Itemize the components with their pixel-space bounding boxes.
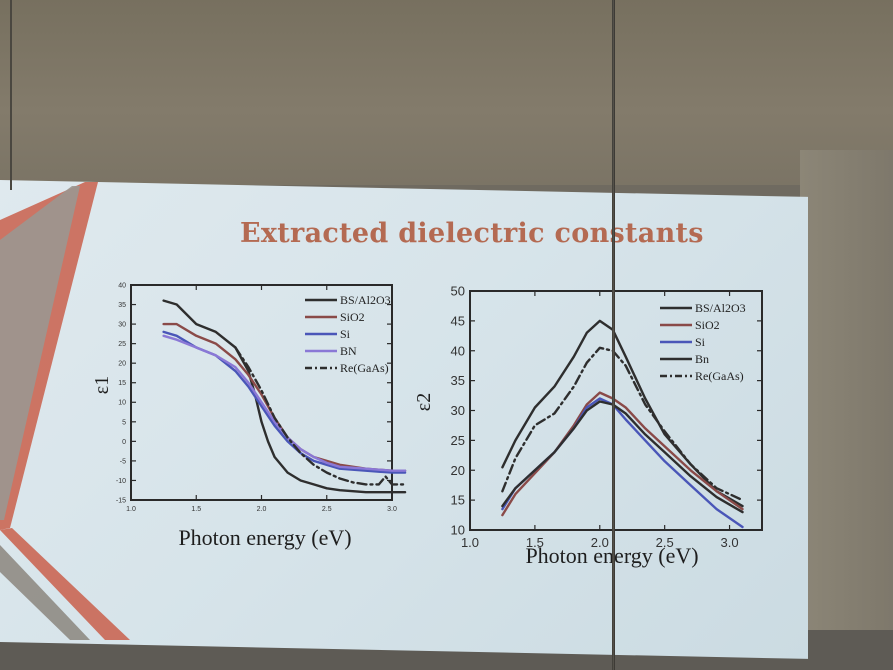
slide-title: Extracted dielectric constants bbox=[240, 218, 704, 249]
series-line-bn bbox=[501, 400, 744, 514]
x-tick-label: 3.0 bbox=[387, 506, 397, 513]
legend-label: Re(GaAs) bbox=[340, 361, 389, 375]
foreground-pole bbox=[612, 0, 615, 670]
y-tick-label: 30 bbox=[451, 403, 465, 418]
y-tick-label: -5 bbox=[120, 458, 126, 465]
legend-label: BS/Al2O3 bbox=[340, 293, 391, 307]
series-line-re-gaas- bbox=[501, 346, 744, 502]
legend-label: BN bbox=[340, 344, 357, 358]
y-tick-label: 20 bbox=[451, 463, 465, 478]
wall-right bbox=[800, 150, 893, 670]
y-axis-label: ε2 bbox=[413, 393, 435, 411]
legend: BS/Al2O3 SiO2 Si Bn Re(GaAs) bbox=[660, 301, 746, 383]
x-tick-label: 1.5 bbox=[526, 535, 544, 550]
series-line-bn bbox=[162, 334, 407, 472]
x-tick-label: 1.5 bbox=[191, 506, 201, 513]
x-axis-label: Photon energy (eV) bbox=[178, 525, 351, 550]
y-tick-label: 40 bbox=[118, 282, 126, 289]
series-line-si bbox=[501, 397, 744, 529]
x-tick-label: 2.5 bbox=[656, 535, 674, 550]
y-tick-label: 15 bbox=[451, 493, 465, 508]
y-tick-label: 5 bbox=[122, 419, 126, 426]
y-tick-label: 10 bbox=[118, 400, 126, 407]
y-axis-label: ε1 bbox=[91, 376, 113, 394]
y-tick-label: 35 bbox=[451, 373, 465, 388]
y-tick-label: 30 bbox=[118, 322, 126, 329]
legend-label: SiO2 bbox=[340, 310, 365, 324]
chart-1: -15 -10 -5 0 5 10 15 20 25 30 35 40 1.0 1.5 2.0 2.5 3.0 B… bbox=[91, 282, 407, 550]
series-line-sio2 bbox=[501, 391, 744, 517]
legend-label: SiO2 bbox=[695, 318, 720, 332]
y-tick-label: 25 bbox=[118, 341, 126, 348]
x-tick-label: 2.0 bbox=[257, 506, 267, 513]
y-tick-label: 25 bbox=[451, 433, 465, 448]
y-tick-label: 35 bbox=[118, 302, 126, 309]
y-tick-label: 0 bbox=[122, 439, 126, 446]
legend: BS/Al2O3 SiO2 Si BN Re(GaAs) bbox=[305, 293, 391, 375]
series-line-bs-al2o3 bbox=[501, 319, 744, 508]
y-tick-label: 40 bbox=[451, 343, 465, 358]
legend-label: Si bbox=[695, 335, 706, 349]
y-tick-label: 10 bbox=[451, 523, 465, 538]
series-line-bs-al2o3 bbox=[162, 299, 407, 494]
series-line-si bbox=[162, 330, 407, 474]
legend-label: Re(GaAs) bbox=[695, 369, 744, 383]
x-tick-label: 3.0 bbox=[721, 535, 739, 550]
y-tick-label: 50 bbox=[451, 284, 465, 299]
y-tick-label: 15 bbox=[118, 380, 126, 387]
x-tick-label: 1.0 bbox=[126, 506, 136, 513]
series-line-re-gaas- bbox=[234, 346, 407, 486]
y-tick-label: -10 bbox=[116, 478, 126, 485]
y-tick-label: 45 bbox=[451, 313, 465, 328]
y-tick-label: -15 bbox=[116, 497, 126, 504]
legend-label: Bn bbox=[695, 352, 709, 366]
series-line-sio2 bbox=[162, 322, 407, 472]
legend-label: Si bbox=[340, 327, 351, 341]
left-pole bbox=[10, 0, 12, 190]
x-tick-label: 2.5 bbox=[322, 506, 332, 513]
legend-label: BS/Al2O3 bbox=[695, 301, 746, 315]
y-tick-label: 20 bbox=[118, 361, 126, 368]
x-tick-label: 2.0 bbox=[591, 535, 609, 550]
chart-2: 10 15 20 25 30 35 40 45 50 1.0 1.5 2.0 2.5 3.0 BS/Al2O… bbox=[413, 284, 763, 568]
wall-background bbox=[0, 0, 893, 185]
x-tick-label: 1.0 bbox=[461, 535, 479, 550]
